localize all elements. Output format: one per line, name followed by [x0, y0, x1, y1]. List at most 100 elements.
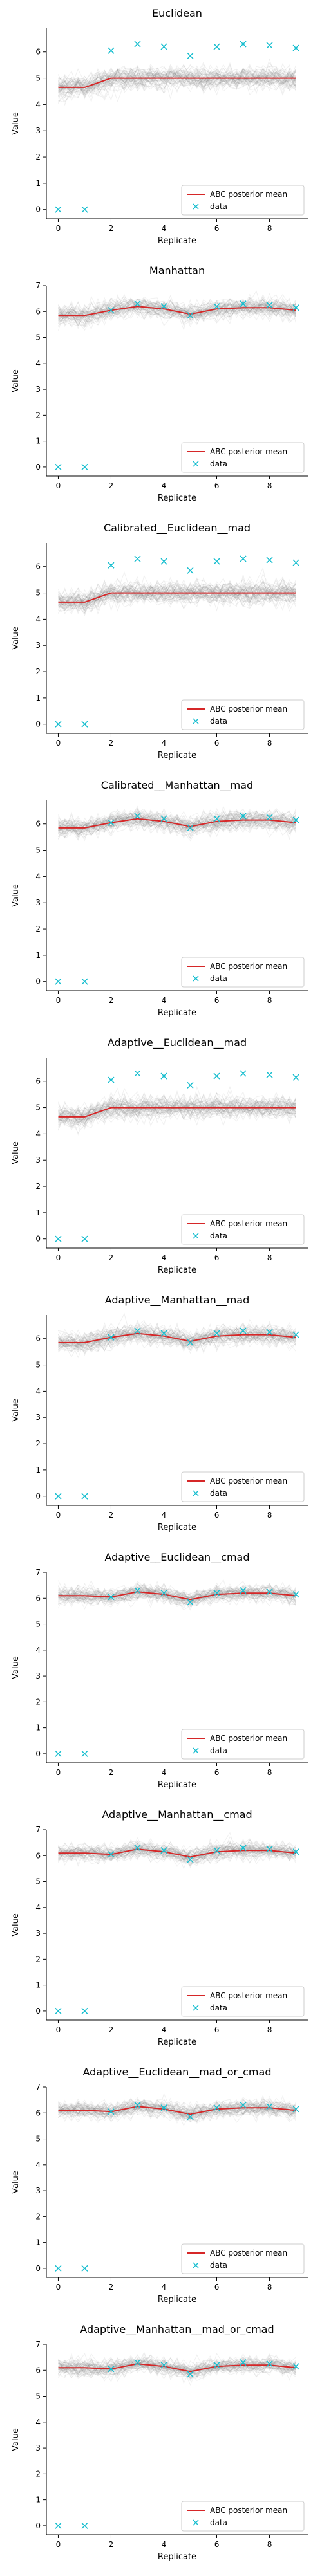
legend-box: [181, 1471, 305, 1502]
x-tick-label: 2: [109, 224, 114, 233]
posterior-sample-line: [58, 1097, 296, 1121]
posterior-sample-line: [58, 1843, 296, 1859]
posterior-sample-line: [58, 2356, 296, 2382]
posterior-sample-line: [58, 2355, 296, 2373]
posterior-sample-line: [58, 1585, 296, 1608]
posterior-sample-line: [58, 2102, 296, 2121]
posterior-sample-line: [58, 1320, 296, 1347]
x-tick-label: 0: [56, 224, 61, 233]
posterior-sample-line: [58, 1322, 296, 1356]
data-point: [134, 300, 141, 308]
chart-title: Adaptive__Euclidean__mad_or_cmad: [83, 2066, 272, 2079]
posterior-sample-line: [58, 297, 296, 321]
posterior-sample-line: [58, 2359, 296, 2380]
posterior-sample-line: [58, 1586, 296, 1602]
data-point: [108, 1334, 115, 1341]
posterior-sample-line: [58, 1326, 296, 1349]
y-axis-label: Value: [11, 1656, 21, 1679]
posterior-sample-line: [58, 2358, 296, 2377]
x-tick-label: 2: [109, 1253, 114, 1262]
y-tick-label: 5: [35, 333, 41, 342]
posterior-sample-line: [58, 1324, 296, 1347]
data-point: [160, 1330, 167, 1337]
posterior-sample-line: [58, 65, 296, 95]
posterior-sample-line: [58, 579, 296, 612]
posterior-sample-line: [58, 1584, 296, 1605]
posterior-sample-line: [58, 1585, 296, 1603]
y-tick-label: 4: [35, 872, 41, 881]
chart-title: Adaptive__Manhattan__mad: [105, 1294, 250, 1307]
posterior-sample-line: [58, 301, 296, 322]
posterior-sample-line: [58, 296, 296, 328]
posterior-sample-line: [58, 2354, 296, 2381]
x-tick-label: 6: [214, 2025, 220, 2034]
posterior-sample-line: [58, 811, 296, 838]
posterior-sample-line: [58, 1092, 296, 1128]
x-tick-label: 8: [267, 2283, 272, 2292]
posterior-sample-line: [58, 2099, 296, 2123]
legend-data-swatch: [193, 1233, 199, 1239]
posterior-sample-line: [58, 2095, 296, 2121]
y-tick-label: 6: [35, 2108, 41, 2117]
data-point: [55, 1493, 62, 1500]
posterior-sample-line: [58, 2355, 296, 2382]
posterior-sample-line: [58, 66, 296, 93]
posterior-sample-line: [58, 1098, 296, 1128]
posterior-sample-line: [58, 583, 296, 614]
posterior-sample-line: [58, 808, 296, 840]
posterior-sample-line: [58, 2354, 296, 2376]
x-tick-label: 6: [214, 1768, 220, 1777]
posterior-sample-line: [58, 1322, 296, 1350]
data-point: [160, 2362, 167, 2369]
posterior-sample-line: [58, 1847, 296, 1863]
posterior-sample-line: [58, 1839, 296, 1863]
chart-panel-1: Euclidean 0 2 4 6 8 0 1 2 3 4 5 6 Replicate Value ABC p…: [11, 7, 308, 246]
posterior-sample-line: [58, 1092, 296, 1125]
y-tick-label: 5: [35, 846, 41, 855]
posterior-sample-line: [58, 64, 296, 93]
posterior-sample-line: [58, 68, 296, 91]
y-tick-label: 0: [35, 977, 41, 986]
data-point: [213, 1072, 220, 1080]
posterior-sample-line: [58, 1838, 296, 1864]
y-tick-label: 0: [35, 205, 41, 214]
posterior-sample-line: [58, 813, 296, 839]
posterior-sample-line: [58, 1582, 296, 1605]
data-point: [240, 555, 247, 562]
posterior-sample-line: [58, 1094, 296, 1125]
legend-mean-label: ABC posterior mean: [210, 1477, 287, 1486]
posterior-sample-line: [58, 69, 296, 97]
posterior-sample-line: [58, 298, 296, 323]
data-point: [55, 463, 62, 470]
posterior-sample-line: [58, 66, 296, 97]
data-point: [213, 43, 220, 50]
x-tick-label: 0: [56, 1253, 61, 1262]
legend: ABC posterior mean data: [181, 2243, 305, 2274]
y-tick-label: 1: [35, 2496, 41, 2505]
y-tick-label: 4: [35, 2418, 41, 2427]
posterior-sample-line: [58, 2357, 296, 2378]
posterior-sample-line: [58, 1579, 296, 1609]
data-point: [134, 1587, 141, 1594]
posterior-sample-line: [58, 302, 296, 320]
legend-data-label: data: [210, 974, 227, 983]
posterior-sample-line: [58, 811, 296, 837]
posterior-sample-line: [58, 67, 296, 97]
data-point: [240, 813, 247, 820]
y-tick-label: 7: [35, 1568, 41, 1577]
x-tick-label: 8: [267, 2025, 272, 2034]
x-axis-label: Replicate: [158, 2552, 196, 2562]
posterior-sample-line: [58, 2357, 296, 2381]
posterior-sample-line: [58, 298, 296, 324]
posterior-sample-line: [58, 1097, 296, 1118]
posterior-sample-line: [58, 1583, 296, 1605]
posterior-sample-line: [58, 2100, 296, 2121]
x-tick-label: 4: [162, 224, 167, 233]
posterior-sample-line: [58, 1583, 296, 1605]
posterior-sample-line: [58, 1844, 296, 1864]
posterior-sample-line: [58, 298, 296, 322]
posterior-sample-line: [58, 62, 296, 92]
posterior-sample-line: [58, 1323, 296, 1350]
posterior-sample-line: [58, 1845, 296, 1861]
